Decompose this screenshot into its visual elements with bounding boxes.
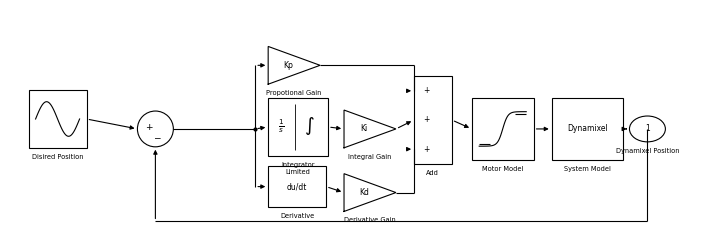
Text: Dynamixel Position: Dynamixel Position	[616, 148, 679, 154]
FancyBboxPatch shape	[268, 98, 328, 156]
Text: $\frac{1}{s}$: $\frac{1}{s}$	[278, 118, 285, 135]
Text: +: +	[423, 145, 429, 154]
Text: System Model: System Model	[564, 166, 611, 172]
Text: Integrator
Limited: Integrator Limited	[281, 162, 315, 175]
Text: +: +	[145, 123, 152, 132]
Text: $\int$: $\int$	[303, 115, 314, 137]
Text: Add: Add	[426, 170, 439, 176]
Text: 1: 1	[645, 124, 650, 133]
FancyBboxPatch shape	[28, 90, 87, 148]
Text: Derivative Gain: Derivative Gain	[344, 217, 396, 223]
Text: Integral Gain: Integral Gain	[348, 154, 392, 160]
Text: Disired Position: Disired Position	[32, 154, 83, 160]
Text: du/dt: du/dt	[287, 182, 308, 191]
Text: Motor Model: Motor Model	[482, 166, 523, 172]
Text: Dynamixel: Dynamixel	[567, 124, 608, 133]
Text: Kd: Kd	[359, 188, 369, 197]
Text: Ki: Ki	[360, 124, 367, 133]
FancyBboxPatch shape	[552, 98, 624, 160]
Text: +: +	[423, 115, 429, 124]
FancyBboxPatch shape	[472, 98, 534, 160]
Text: −: −	[154, 133, 161, 142]
Text: Kp: Kp	[283, 61, 293, 70]
Text: +: +	[423, 86, 429, 95]
FancyBboxPatch shape	[268, 166, 326, 207]
Text: Propotional Gain: Propotional Gain	[266, 90, 322, 96]
FancyBboxPatch shape	[414, 76, 452, 164]
Text: Derivative: Derivative	[280, 213, 314, 219]
Circle shape	[137, 111, 173, 147]
Ellipse shape	[629, 116, 666, 142]
